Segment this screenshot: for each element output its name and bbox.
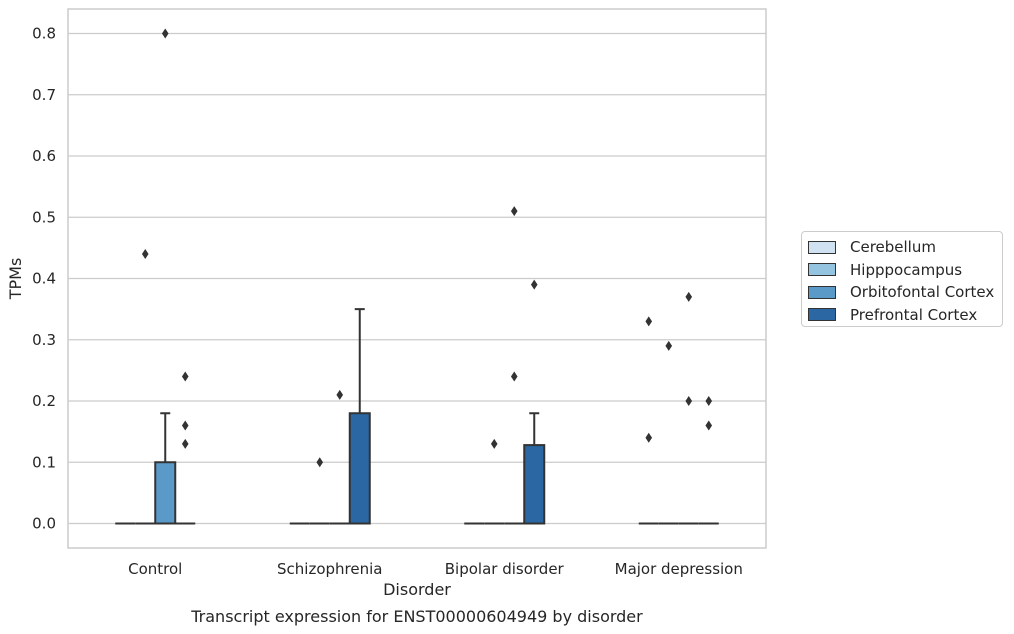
outlier-point	[705, 396, 713, 406]
legend-swatch	[808, 308, 836, 322]
box-body	[348, 412, 371, 525]
legend-item: Prefrontal Cortex	[808, 304, 1002, 327]
box-orbitofontal-cortex	[504, 206, 525, 525]
box-prefrontal-cortex	[523, 279, 546, 525]
outlier-point	[181, 438, 189, 449]
outlier-point	[685, 291, 693, 302]
legend-label: Prefrontal Cortex	[850, 305, 978, 324]
y-tick-label: 0.2	[32, 392, 56, 410]
y-tick-label: 0.4	[32, 270, 56, 288]
outlier-point	[530, 279, 538, 290]
y-tick-label: 0.5	[32, 208, 56, 226]
outlier-point	[645, 316, 653, 327]
box-orbitofontal-cortex	[154, 28, 177, 525]
box-hipppocampus	[484, 438, 505, 525]
legend-label: Cerebellum	[850, 238, 936, 257]
legend-item: Orbitofontal Cortex	[808, 281, 1002, 304]
y-tick-label: 0.8	[32, 25, 56, 43]
outlier-point	[336, 389, 344, 400]
legend-item: Hipppocampus	[808, 259, 1002, 282]
outlier-point	[685, 396, 693, 406]
y-tick-label: 0.7	[32, 86, 56, 104]
y-tick-label: 0.1	[32, 453, 56, 471]
outlier-point	[316, 457, 324, 468]
figure-caption: Transcript expression for ENST0000060494…	[190, 607, 643, 626]
box-hipppocampus	[135, 249, 156, 525]
x-tick-label: Schizophrenia	[277, 560, 382, 578]
outlier-point	[645, 432, 653, 443]
y-tick-label: 0.3	[32, 331, 56, 349]
outlier-point	[490, 438, 498, 449]
legend-item: Cerebellum	[808, 236, 1002, 259]
box-orbitofontal-cortex	[678, 291, 699, 525]
x-tick-label: Bipolar disorder	[445, 560, 565, 578]
outlier-point	[665, 340, 673, 351]
x-tick-label: Major depression	[615, 560, 743, 578]
legend-swatch	[808, 263, 836, 277]
outlier-point	[181, 371, 189, 382]
x-tick-label: Control	[128, 560, 182, 578]
outlier-point	[141, 249, 149, 259]
box-prefrontal-cortex	[348, 308, 371, 525]
legend-label: Hipppocampus	[850, 260, 963, 279]
outlier-point	[705, 420, 713, 431]
box-hipppocampus	[658, 340, 679, 525]
legend-label: Orbitofontal Cortex	[850, 283, 995, 302]
box-orbitofontal-cortex	[329, 389, 350, 525]
y-tick-label: 0.6	[32, 147, 56, 165]
outlier-point	[181, 420, 189, 431]
y-tick-label: 0.0	[32, 515, 56, 533]
box-prefrontal-cortex	[175, 371, 196, 525]
legend-swatch	[808, 285, 836, 299]
box-body	[154, 461, 177, 525]
box-prefrontal-cortex	[698, 396, 719, 525]
y-axis-title: TPMs	[6, 258, 25, 301]
box-cerebellum	[638, 316, 659, 525]
outlier-point	[161, 28, 169, 39]
legend: Cerebellum Hipppocampus Orbitofontal Corte…	[801, 231, 1003, 327]
box-body	[523, 444, 546, 525]
box-hipppocampus	[309, 457, 330, 525]
plot-area-frame	[67, 8, 767, 549]
outlier-point	[510, 371, 518, 382]
legend-swatch	[808, 240, 836, 254]
x-axis-title: Disorder	[383, 580, 451, 599]
outlier-point	[510, 206, 518, 217]
